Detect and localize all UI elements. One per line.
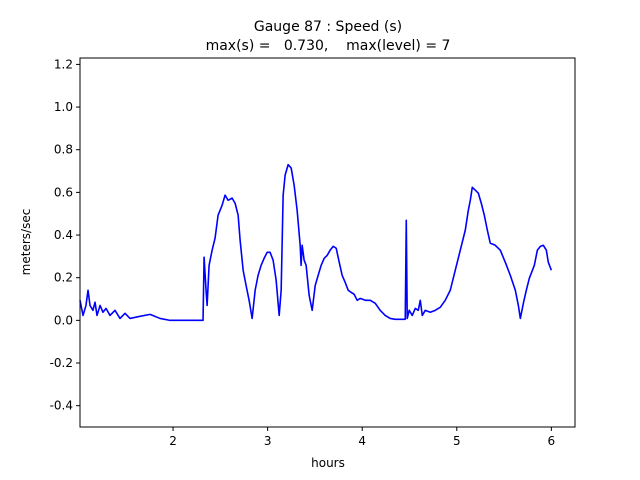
x-axis-label: hours	[311, 456, 345, 470]
y-tick-label: 1.2	[54, 57, 73, 71]
x-tick-label: 4	[358, 434, 366, 448]
y-tick-label: 0.4	[54, 228, 73, 242]
y-tick-label: -0.2	[50, 356, 73, 370]
x-tick-label: 2	[169, 434, 177, 448]
y-tick-label: 0.2	[54, 271, 73, 285]
y-tick-label: 0.8	[54, 143, 73, 157]
y-tick-label: 0.0	[54, 313, 73, 327]
x-tick-label: 3	[264, 434, 272, 448]
x-tick-label: 6	[548, 434, 556, 448]
plot-frame	[79, 57, 576, 428]
y-tick-label: -0.4	[50, 399, 73, 413]
chart-subtitle: max(s) = 0.730, max(level) = 7	[206, 38, 451, 54]
x-tick-label: 5	[453, 434, 461, 448]
y-tick-label: 1.0	[54, 100, 73, 114]
chart-title: Gauge 87 : Speed (s)	[254, 19, 402, 35]
y-tick-label: 0.6	[54, 185, 73, 199]
line	[79, 163, 553, 322]
y-axis-label: meters/sec	[19, 209, 33, 276]
